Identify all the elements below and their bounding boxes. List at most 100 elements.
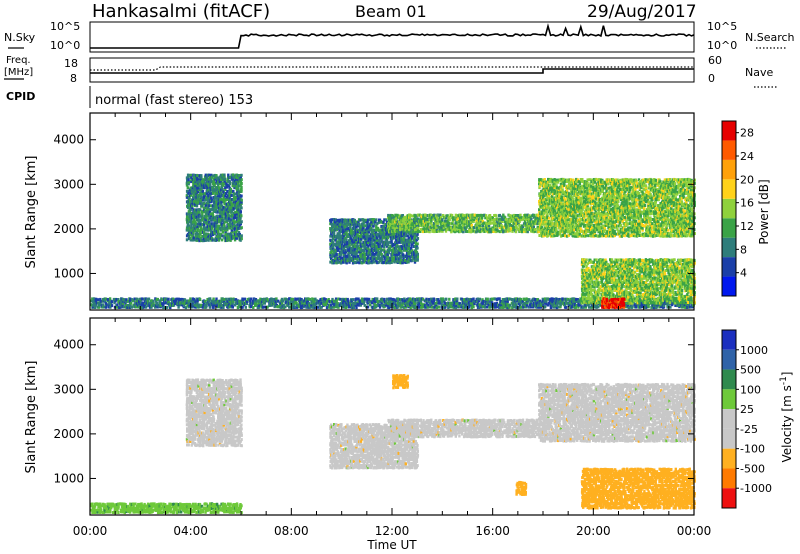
range-cell [331, 249, 334, 253]
range-cell [337, 248, 340, 252]
range-cell [240, 226, 243, 230]
range-cell [348, 218, 352, 222]
range-cell [391, 232, 394, 236]
range-cell [346, 227, 349, 230]
range-cell [341, 224, 344, 228]
range-cell [94, 303, 98, 307]
range-cell [334, 220, 337, 224]
range-cell [409, 226, 413, 230]
range-cell [464, 227, 467, 231]
range-cell [348, 254, 351, 258]
range-cell [233, 234, 237, 238]
range-cell [193, 220, 197, 224]
range-cell [518, 303, 522, 307]
range-cell [204, 300, 207, 304]
range-cell [208, 210, 212, 214]
range-cell [354, 233, 358, 236]
range-cell [364, 232, 367, 236]
range-cell [400, 248, 403, 252]
range-cell [349, 241, 353, 245]
range-cell [371, 252, 374, 256]
range-cell [571, 305, 574, 309]
range-cell [552, 300, 555, 304]
range-cell [194, 305, 197, 309]
range-cell [334, 222, 337, 226]
range-cell [391, 237, 394, 241]
range-cell [517, 305, 520, 309]
range-cell [642, 303, 645, 307]
range-cell [295, 301, 298, 305]
range-cell [338, 228, 341, 232]
range-cell [396, 225, 399, 229]
range-cell [435, 301, 438, 305]
range-cell [415, 234, 418, 238]
range-cell [239, 210, 242, 214]
range-cell [198, 184, 201, 188]
range-cell [455, 225, 458, 229]
range-cell [242, 299, 245, 303]
range-cell [389, 259, 392, 262]
range-cell [659, 305, 663, 309]
range-cell [219, 210, 222, 214]
range-cell [392, 220, 396, 224]
range-cell [468, 300, 471, 304]
range-cell [383, 260, 386, 264]
range-cell [480, 301, 483, 305]
range-cell [407, 238, 410, 242]
range-cell [142, 297, 145, 301]
range-cell [645, 305, 649, 309]
range-cell [345, 261, 348, 265]
range-cell [162, 304, 165, 308]
range-cell [203, 194, 207, 198]
range-cell [487, 224, 491, 228]
range-cell [488, 214, 492, 217]
range-cell [340, 302, 343, 306]
range-cell [155, 303, 159, 307]
range-cell [409, 228, 412, 232]
range-cell [430, 305, 434, 309]
range-cell [558, 297, 561, 301]
range-cell [104, 297, 108, 301]
range-cell [464, 300, 467, 304]
range-cell [382, 220, 385, 224]
range-cell [342, 220, 346, 224]
range-cell [185, 228, 189, 232]
range-cell [393, 232, 396, 236]
range-cell [190, 299, 193, 303]
range-cell [169, 306, 172, 310]
range-cell [209, 180, 212, 184]
range-cell [476, 225, 479, 229]
range-cell [452, 304, 455, 308]
range-cell [588, 305, 591, 309]
range-cell [167, 297, 170, 301]
range-cell [341, 218, 345, 222]
range-cell [306, 299, 310, 303]
range-cell [422, 230, 425, 234]
range-cell [221, 198, 224, 202]
range-cell [342, 244, 346, 248]
range-cell [225, 202, 229, 206]
range-cell [502, 217, 505, 221]
range-cell [231, 301, 234, 305]
range-cell [426, 219, 430, 223]
range-cell [498, 230, 502, 234]
range-cell [232, 234, 235, 238]
range-cell [476, 215, 479, 219]
range-cell [405, 303, 409, 307]
range-cell [410, 247, 413, 250]
range-cell [389, 235, 392, 238]
range-cell [219, 228, 223, 232]
range-cell [361, 242, 365, 246]
range-cell [103, 299, 107, 303]
range-cell [352, 241, 356, 245]
range-cell [573, 301, 576, 305]
range-cell [468, 230, 471, 234]
range-cell [362, 222, 365, 226]
range-cell [119, 299, 123, 303]
range-cell [234, 198, 237, 202]
range-cell [481, 226, 484, 230]
range-cell [215, 200, 218, 204]
range-cell [335, 254, 338, 258]
range-cell [360, 252, 363, 256]
range-cell [148, 305, 152, 309]
